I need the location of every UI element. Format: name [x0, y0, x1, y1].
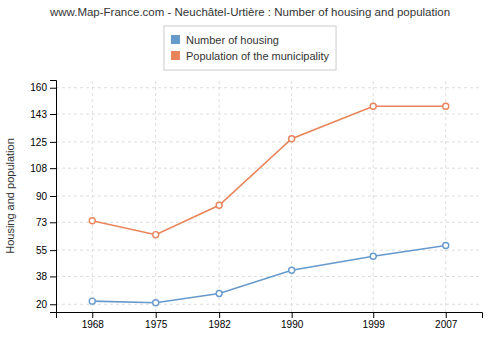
y-tick-mark	[50, 304, 56, 305]
y-tick-mark	[50, 168, 56, 169]
grid-line-y	[56, 141, 482, 142]
x-tick: 1990	[281, 312, 304, 330]
y-axis-title: Housing and population	[4, 138, 16, 254]
y-tick-label: 20	[36, 299, 48, 310]
series-point	[289, 267, 295, 273]
y-tick: 108	[30, 163, 56, 174]
grid-line-y	[56, 168, 482, 169]
series-point	[443, 103, 449, 109]
legend-frame	[164, 26, 336, 70]
x-tick-label: 1975	[145, 319, 168, 330]
y-tick-label: 143	[30, 109, 47, 120]
x-tick: 2007	[435, 312, 458, 330]
x-tick-mark	[92, 312, 93, 318]
series-point	[289, 136, 295, 142]
y-tick-label: 38	[36, 271, 48, 282]
y-tick-mark	[50, 142, 56, 143]
legend-item: Population of the municipality	[171, 50, 330, 62]
legend: Number of housing Population of the munic…	[164, 26, 336, 70]
x-tick: 1982	[209, 312, 232, 330]
legend-label: Number of housing	[186, 34, 279, 46]
y-tick: 20	[36, 299, 56, 310]
series-point	[153, 232, 159, 238]
x-tick: 1975	[145, 312, 168, 330]
x-tick: 1999	[363, 312, 386, 330]
y-tick-mark	[50, 276, 56, 277]
grid-line-y	[56, 222, 482, 223]
series-point	[89, 218, 95, 224]
plot-area	[89, 103, 448, 305]
legend-label: Population of the municipality	[186, 50, 330, 62]
chart: 1968 1975 1982 1990 1999 2007 20 38 55 73 90 108 125…	[0, 0, 500, 340]
y-tick: 90	[36, 191, 56, 202]
y-tick: 143	[30, 109, 56, 120]
series-point	[216, 202, 222, 208]
series-point	[443, 242, 449, 248]
y-tick-mark	[50, 196, 56, 197]
y-tick-mark	[50, 88, 56, 89]
y-tick: 55	[36, 245, 56, 256]
grid-line-y	[56, 196, 482, 197]
x-axis-line	[57, 313, 483, 319]
y-tick-mark	[50, 250, 56, 251]
series-point	[370, 253, 376, 259]
x-tick-mark	[156, 312, 157, 318]
x-tick-mark	[373, 312, 374, 318]
x-tick-label: 1999	[363, 319, 386, 330]
x-axis: 1968 1975 1982 1990 1999 2007	[57, 312, 483, 330]
grid-line-x	[373, 80, 374, 312]
x-tick-mark	[219, 312, 220, 318]
series-point	[216, 290, 222, 296]
x-tick-label: 1982	[209, 319, 232, 330]
y-tick-label: 108	[30, 163, 47, 174]
y-tick-label: 55	[36, 245, 48, 256]
grid-line-x	[155, 80, 156, 312]
y-tick-label: 125	[30, 137, 47, 148]
y-tick: 160	[30, 82, 56, 93]
y-tick: 38	[36, 271, 56, 282]
series-line	[92, 106, 445, 234]
x-tick-mark	[446, 312, 447, 318]
y-tick-label: 90	[36, 191, 48, 202]
grid-line-y	[56, 114, 482, 115]
chart-title: www.Map-France.com - Neuchâtel-Urtière :…	[49, 6, 450, 18]
grid-line-y	[56, 304, 482, 305]
grid	[56, 80, 482, 312]
grid-line-y	[56, 87, 482, 88]
x-tick-label: 1990	[281, 319, 304, 330]
series-line	[92, 245, 445, 302]
y-tick-mark	[50, 114, 56, 115]
y-tick: 125	[30, 137, 56, 148]
series-point	[153, 300, 159, 306]
y-tick-label: 160	[30, 82, 47, 93]
y-tick-label: 73	[36, 217, 48, 228]
legend-swatch	[171, 51, 180, 60]
legend-item: Number of housing	[171, 34, 279, 46]
x-tick-mark	[292, 312, 293, 318]
x-tick-label: 2007	[435, 319, 458, 330]
legend-swatch	[171, 35, 180, 44]
x-tick-label: 1968	[82, 319, 105, 330]
y-tick: 73	[36, 217, 56, 228]
y-axis-line	[50, 81, 57, 313]
series-point	[89, 298, 95, 304]
y-axis: 20 38 55 73 90 108 125 143 160	[30, 81, 56, 313]
series-point	[370, 103, 376, 109]
x-tick: 1968	[82, 312, 105, 330]
y-tick-mark	[50, 222, 56, 223]
